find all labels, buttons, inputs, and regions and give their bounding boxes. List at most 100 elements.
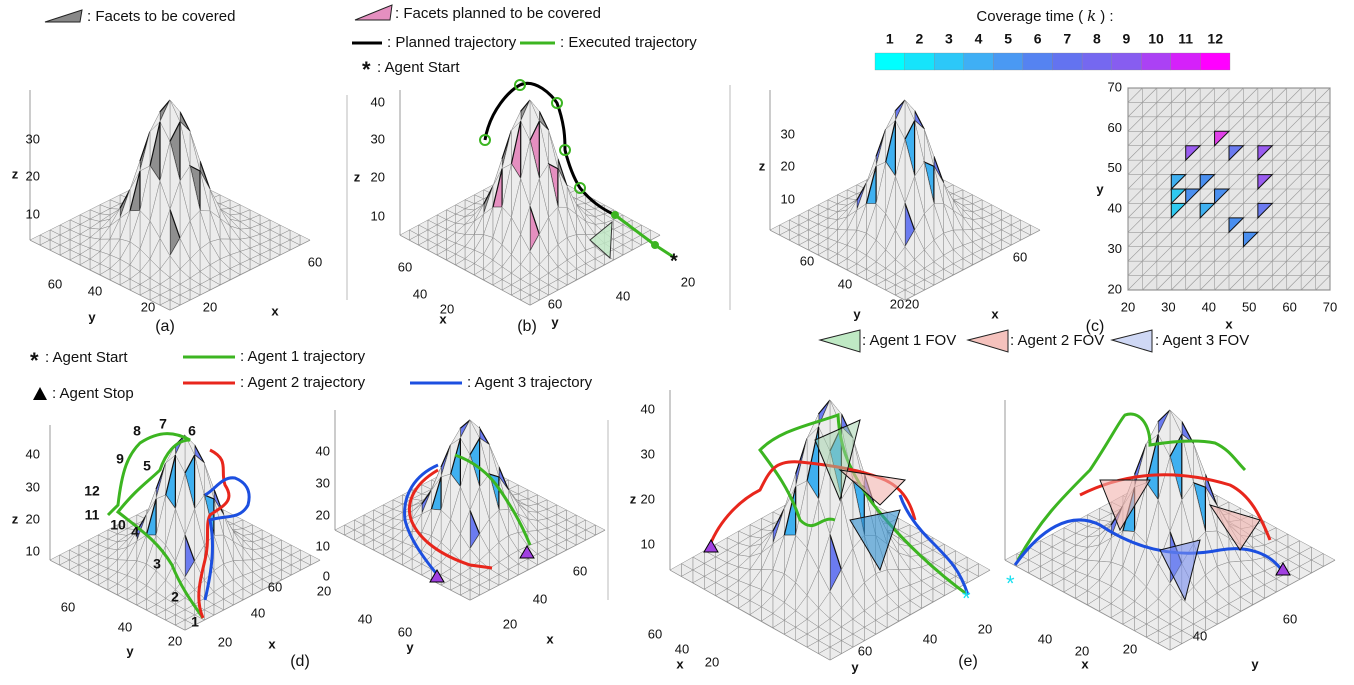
text-label: 20: [1075, 643, 1089, 658]
text-label: 40: [118, 619, 132, 634]
text-label: 60: [858, 643, 872, 658]
facet: [300, 235, 310, 245]
text-label: z: [630, 491, 637, 506]
colorbar-cell: [875, 53, 905, 70]
text-label: 60: [1108, 120, 1122, 135]
text-label: : Agent Stop: [52, 385, 134, 402]
facet: [670, 564, 681, 577]
text-label: 60: [398, 624, 412, 639]
text-label: (a): [155, 318, 175, 335]
text-label: 40: [616, 288, 630, 303]
text-label: z: [759, 158, 766, 173]
surface: [770, 90, 1040, 300]
text-label: 20: [705, 654, 719, 669]
text-label: x: [991, 306, 999, 321]
facet: [400, 230, 409, 240]
text-label: 20: [781, 158, 795, 173]
text-label: (d): [290, 653, 310, 670]
text-label: : Agent 3 FOV: [1155, 332, 1249, 349]
surface: [30, 90, 310, 310]
colorbar-tick-label: 4: [975, 31, 983, 47]
text-label: x: [546, 631, 554, 646]
text-label: 60: [648, 626, 662, 641]
grid-map: [1128, 88, 1330, 290]
coverage-close: ) :: [1100, 8, 1113, 25]
colorbar-cell: [1082, 53, 1112, 70]
text-label: 20: [978, 621, 992, 636]
text-label: 9: [116, 451, 124, 467]
text-label: 20: [1108, 281, 1122, 296]
text-label: 10: [26, 543, 40, 558]
facet: [595, 525, 605, 535]
colorbar-cell: [1200, 53, 1230, 70]
text-label: 20: [168, 633, 182, 648]
facet: [549, 130, 558, 168]
facet: [310, 555, 320, 565]
text-label: 50: [1108, 160, 1122, 175]
text-label: 40: [26, 446, 40, 461]
start-marker: *: [962, 586, 971, 611]
text-label: y: [1096, 181, 1104, 196]
text-label: 7: [159, 416, 167, 432]
colorbar-tick-label: 8: [1093, 31, 1101, 47]
text-label: 40: [1202, 299, 1216, 314]
text-label: z: [12, 166, 19, 181]
text-label: 20: [641, 491, 655, 506]
surfaces: [30, 88, 1335, 660]
text-label: 40: [251, 605, 265, 620]
text-label: 40: [641, 401, 655, 416]
colorbar-tick-label: 9: [1123, 31, 1131, 47]
facet: [441, 445, 451, 477]
start-marker: *: [1006, 571, 1015, 596]
text-label: 20: [503, 616, 517, 631]
text-label: 60: [573, 563, 587, 578]
legend-icon-pink-facet: [355, 5, 392, 20]
facet: [876, 129, 886, 166]
colorbar-cell: [1171, 53, 1201, 70]
text-label: 10: [641, 536, 655, 551]
surface: [50, 425, 320, 630]
colorbar-tick-label: 6: [1034, 31, 1042, 47]
text-label: 11: [85, 507, 100, 523]
facet: [335, 525, 345, 535]
text-label: x: [1225, 316, 1233, 331]
text-label: x: [676, 656, 684, 671]
text-label: 60: [548, 296, 562, 311]
colorbar-tick-label: 1: [886, 31, 894, 47]
text-label: 60: [61, 599, 75, 614]
text-label: 40: [371, 94, 385, 109]
text-label: y: [851, 659, 859, 674]
text-label: 40: [413, 286, 427, 301]
text-label: 20: [681, 274, 695, 289]
text-label: : Facets to be covered: [87, 8, 235, 25]
text-label: 6: [188, 423, 196, 439]
text-label: 40: [1108, 201, 1122, 216]
text-label: : Agent 1 FOV: [862, 332, 956, 349]
facet: [770, 225, 780, 235]
legend-asterisk: *: [30, 348, 39, 373]
text-label: : Agent 3 trajectory: [467, 374, 593, 391]
text-label: x: [268, 636, 276, 651]
text-label: 20: [440, 301, 454, 316]
text-label: 20: [905, 296, 919, 311]
text-label: : Agent 2 trajectory: [240, 374, 366, 391]
text-label: : Planned trajectory: [387, 34, 517, 51]
facet: [140, 132, 150, 172]
facet: [190, 132, 200, 172]
legend-icon-gray-facet: [45, 10, 82, 22]
colorbar-cell: [993, 53, 1023, 70]
facet: [30, 235, 40, 245]
text-label: 30: [781, 126, 795, 141]
text-label: : Executed trajectory: [560, 34, 697, 51]
text-label: 12: [84, 483, 100, 499]
text-label: (c): [1086, 318, 1105, 335]
text-label: 30: [371, 131, 385, 146]
text-label: 20: [890, 296, 904, 311]
coverage-k: k: [1087, 7, 1096, 25]
text-label: 50: [1242, 299, 1256, 314]
text-label: 5: [143, 458, 151, 474]
text-label: y: [406, 639, 414, 654]
text-label: 40: [923, 631, 937, 646]
text-label: 20: [141, 299, 155, 314]
text-label: 20: [371, 169, 385, 184]
